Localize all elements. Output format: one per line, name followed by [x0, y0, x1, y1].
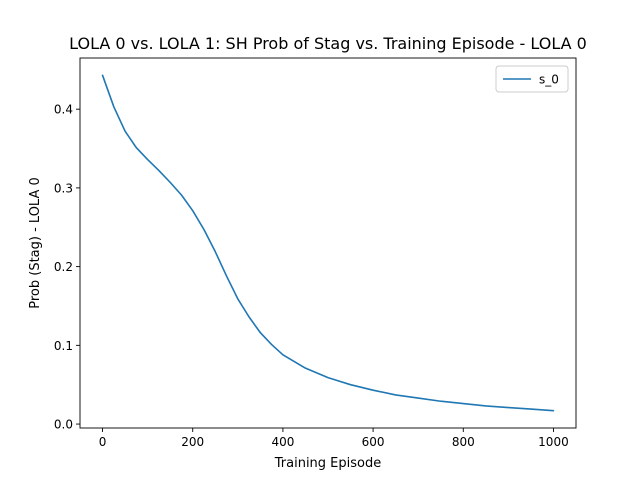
- y-tick-label: 0.0: [54, 418, 73, 432]
- series-line-s_0: [101, 74, 555, 412]
- x-tick-label: 200: [181, 435, 204, 449]
- x-axis-label: Training Episode: [274, 456, 381, 471]
- plot-area: 0 200 400 600 800 1000 0.0 0.1 0.2 0.3 0.4 s_0: [54, 57, 577, 449]
- y-tick-label: 0.1: [54, 339, 73, 353]
- axes-frame: [79, 57, 577, 429]
- x-tick-label: 400: [271, 435, 294, 449]
- chart-title: LOLA 0 vs. LOLA 1: SH Prob of Stag vs. T…: [69, 34, 587, 53]
- y-axis-label: Prob (Stag) - LOLA 0: [28, 177, 43, 309]
- y-tick-label: 0.2: [54, 260, 73, 274]
- y-tick-label: 0.3: [54, 181, 73, 195]
- x-tick-label: 1000: [538, 435, 569, 449]
- x-tick-label: 800: [452, 435, 475, 449]
- y-tick-label: 0.4: [54, 103, 73, 117]
- x-tick-label: 600: [362, 435, 385, 449]
- legend-label: s_0: [539, 73, 559, 87]
- legend-box: [495, 65, 569, 93]
- x-tick-label: 0: [99, 435, 107, 449]
